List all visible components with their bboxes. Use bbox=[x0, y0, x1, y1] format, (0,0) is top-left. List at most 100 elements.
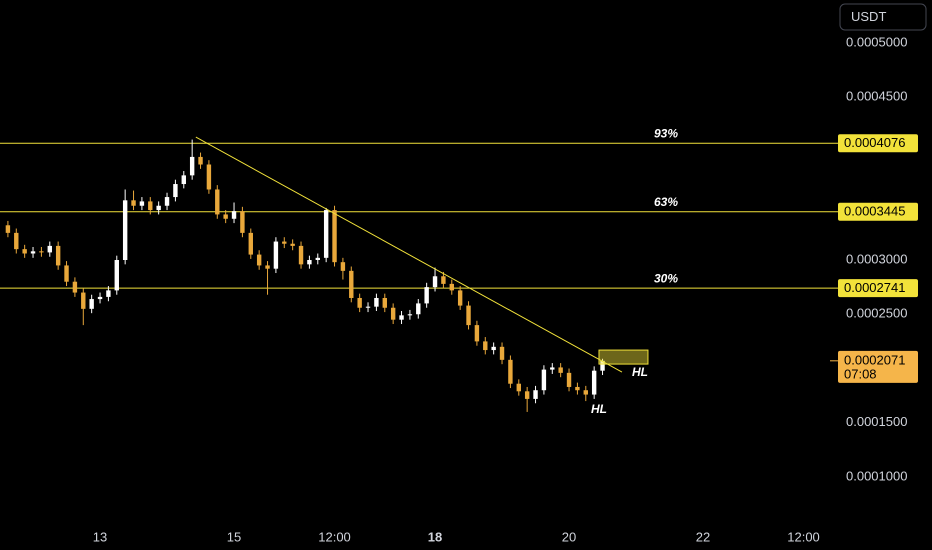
candle-body bbox=[290, 243, 295, 246]
candle-body bbox=[47, 245, 52, 253]
candle-body bbox=[89, 299, 94, 309]
candle-body bbox=[265, 265, 270, 269]
candle-body bbox=[533, 390, 538, 399]
candle-body bbox=[516, 383, 521, 392]
y-tick-label: 0.0001000 bbox=[846, 468, 907, 483]
level-label: 63% bbox=[654, 195, 678, 209]
last-price-label: 0.0002071 bbox=[844, 352, 905, 367]
level-price-box bbox=[838, 134, 918, 153]
candle-body bbox=[349, 270, 354, 298]
candle-body bbox=[131, 200, 136, 206]
candle-body bbox=[441, 276, 446, 284]
candle-body bbox=[340, 262, 346, 271]
x-tick-label: 12:00 bbox=[787, 529, 820, 544]
candle-body bbox=[39, 251, 44, 253]
candle-body bbox=[357, 297, 362, 308]
level-price-box bbox=[838, 202, 918, 221]
candle-body bbox=[55, 245, 61, 266]
candle-body bbox=[106, 290, 111, 297]
candle-body bbox=[30, 251, 36, 254]
x-tick-label: 12:00 bbox=[318, 529, 351, 544]
y-tick-label: 0.0003000 bbox=[846, 251, 907, 266]
candle-body bbox=[64, 265, 69, 282]
candle-body bbox=[541, 369, 547, 391]
candle-body bbox=[424, 287, 429, 304]
candle-body bbox=[5, 225, 11, 233]
candle-body bbox=[575, 386, 580, 391]
candle-body bbox=[114, 260, 119, 291]
candle-body bbox=[332, 210, 337, 263]
candle-body bbox=[382, 297, 387, 308]
candle-body bbox=[139, 201, 145, 206]
y-tick-label: 0.0001500 bbox=[846, 414, 907, 429]
candle-body bbox=[483, 341, 488, 351]
candle-body bbox=[164, 197, 170, 206]
candle-body bbox=[282, 241, 287, 244]
y-tick-label: 0.0002500 bbox=[846, 306, 907, 321]
candle-body bbox=[550, 367, 555, 370]
annotation: HL bbox=[632, 365, 648, 379]
candle-body bbox=[449, 283, 454, 291]
y-tick-label: 0.0005000 bbox=[846, 34, 907, 49]
annotation: HL bbox=[591, 402, 607, 416]
x-tick-label: 22 bbox=[696, 529, 710, 544]
candle-body bbox=[148, 201, 153, 211]
level-price-label: 0.0003445 bbox=[844, 204, 905, 219]
candle-body bbox=[416, 303, 421, 315]
candle-body bbox=[566, 372, 572, 387]
candle-body bbox=[156, 205, 161, 211]
candle-body bbox=[466, 305, 471, 326]
candle-body bbox=[22, 249, 27, 254]
candle-body bbox=[474, 325, 480, 342]
zone-box bbox=[598, 349, 649, 365]
candle-body bbox=[432, 276, 438, 288]
candle-body bbox=[189, 156, 195, 176]
candle-body bbox=[365, 306, 371, 308]
candle-body bbox=[315, 257, 320, 261]
candle-body bbox=[298, 245, 304, 265]
level-label: 30% bbox=[654, 271, 678, 285]
last-price-box bbox=[838, 350, 918, 383]
candle-body bbox=[198, 156, 203, 165]
candle-body bbox=[491, 346, 496, 351]
candle-body bbox=[374, 297, 379, 307]
candle-body bbox=[248, 232, 253, 255]
candle-body bbox=[240, 211, 245, 233]
candle-body bbox=[407, 314, 413, 316]
level-label: 93% bbox=[654, 126, 678, 140]
candle-body bbox=[399, 315, 404, 320]
candle-body bbox=[215, 189, 220, 215]
candle-body bbox=[307, 260, 312, 265]
candle-body bbox=[97, 296, 103, 300]
y-tick-label: 0.0004500 bbox=[846, 89, 907, 104]
candle-body bbox=[231, 211, 237, 219]
x-tick-label: 18 bbox=[428, 529, 442, 544]
candle-body bbox=[457, 290, 463, 306]
candle-body bbox=[499, 346, 505, 360]
last-price-countdown: 07:08 bbox=[844, 366, 877, 381]
candle-body bbox=[273, 241, 279, 269]
level-price-label: 0.0002741 bbox=[844, 280, 905, 295]
candle-body bbox=[390, 307, 396, 320]
x-tick-label: 20 bbox=[562, 529, 576, 544]
x-tick-label: 15 bbox=[227, 529, 241, 544]
currency-button[interactable] bbox=[839, 3, 927, 31]
candle-body bbox=[122, 200, 128, 261]
candle-body bbox=[524, 391, 530, 399]
candle-body bbox=[600, 360, 605, 371]
currency-label[interactable]: USDT bbox=[851, 9, 886, 24]
candle-body bbox=[323, 210, 329, 258]
candle-body bbox=[223, 214, 228, 219]
level-price-box bbox=[838, 279, 918, 298]
candle-body bbox=[14, 232, 19, 250]
candle-body bbox=[206, 164, 212, 190]
candle-body bbox=[181, 175, 186, 185]
x-tick-label: 13 bbox=[93, 529, 107, 544]
candle-body bbox=[508, 359, 513, 384]
candle-body bbox=[173, 184, 178, 198]
candle-body bbox=[72, 281, 78, 293]
candle-body bbox=[256, 254, 262, 266]
